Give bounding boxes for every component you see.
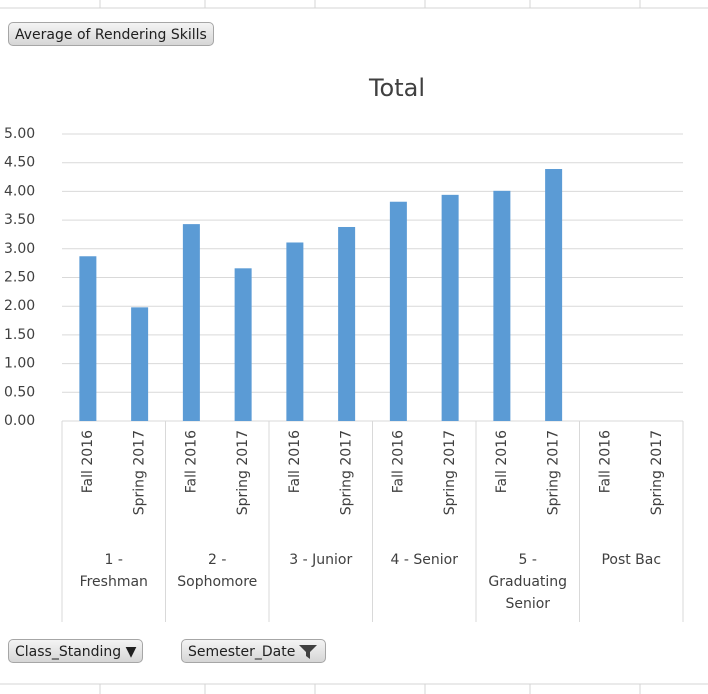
group-label: 1 - Freshman (79, 552, 148, 590)
y-tick-label: 0.50 (4, 384, 35, 400)
x-tick-label: Fall 2016 (494, 430, 510, 493)
bar (182, 224, 200, 421)
x-tick-label: Fall 2016 (390, 430, 406, 493)
y-tick-label: 3.50 (4, 212, 35, 228)
y-tick-label: 1.00 (4, 356, 35, 372)
group-label: 4 - Senior (390, 552, 458, 568)
bar (234, 268, 252, 421)
bar (286, 242, 304, 421)
bar (441, 194, 459, 421)
y-tick-label: 0.00 (4, 413, 35, 429)
x-tick-label: Fall 2016 (597, 430, 613, 493)
y-tick-label: 1.50 (4, 327, 35, 343)
x-tick-label: Spring 2017 (649, 430, 665, 515)
axis-field-button[interactable]: Semester_Date (181, 639, 327, 663)
x-tick-label: Fall 2016 (287, 430, 303, 493)
group-label: 3 - Junior (289, 552, 353, 568)
field-name: Semester_Date (188, 644, 296, 660)
value-field-button[interactable]: Average of Rendering Skills (8, 22, 214, 46)
x-tick-label: Fall 2016 (80, 430, 96, 493)
x-tick-label: Spring 2017 (132, 430, 148, 515)
bar (79, 256, 97, 421)
bar (131, 307, 149, 421)
bar (338, 226, 356, 421)
bar (389, 201, 407, 421)
x-tick-label: Spring 2017 (235, 430, 251, 515)
group-label: 5 - Graduating Senior (488, 552, 568, 612)
y-tick-label: 4.00 (4, 183, 35, 199)
axis-field-button[interactable]: Class_Standing ▼ (8, 639, 144, 663)
x-tick-label: Spring 2017 (546, 430, 562, 515)
group-label: Post Bac (601, 552, 662, 568)
y-tick-label: 2.50 (4, 270, 35, 286)
group-label: 2 - Sophomore (177, 552, 258, 590)
x-tick-label: Spring 2017 (339, 430, 355, 515)
bar (545, 169, 563, 421)
chart-title: Total (368, 74, 425, 102)
bar (493, 190, 511, 421)
x-tick-label: Fall 2016 (183, 430, 199, 493)
x-tick-label: Spring 2017 (442, 430, 458, 515)
y-tick-label: 2.00 (4, 298, 35, 314)
filter-icon (299, 645, 318, 659)
y-tick-label: 4.50 (4, 155, 35, 171)
field-name: Class_Standing (15, 644, 122, 660)
y-tick-label: 3.00 (4, 241, 35, 257)
y-tick-label: 5.00 (4, 126, 35, 142)
